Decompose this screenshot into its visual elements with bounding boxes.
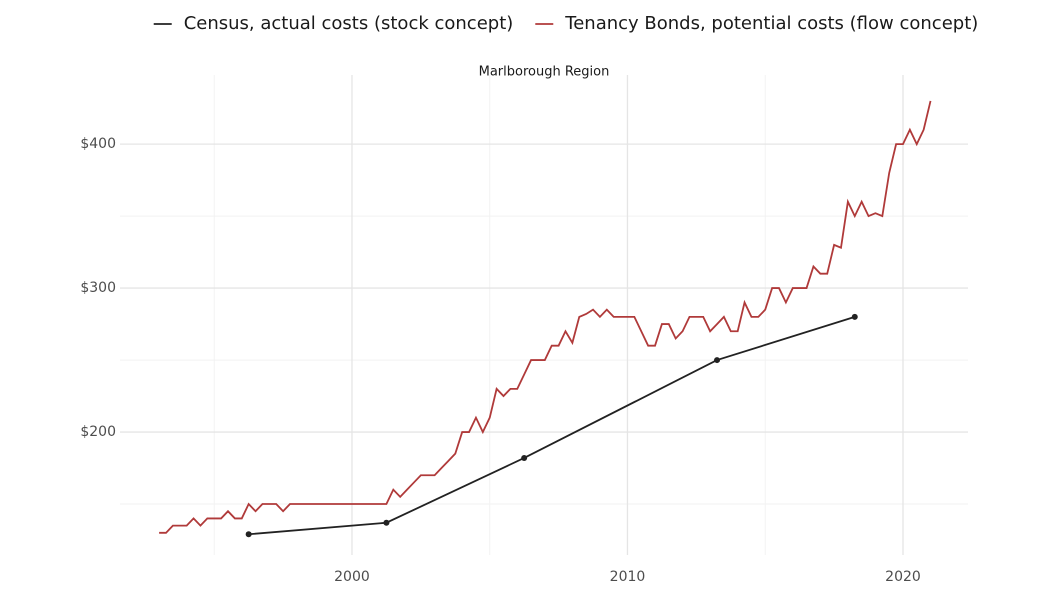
x-tick-label: 2010 <box>610 569 646 585</box>
point <box>383 519 390 526</box>
point <box>851 313 858 320</box>
y-tick-label: $400 <box>80 136 116 152</box>
point <box>245 531 252 538</box>
panel-title: Marlborough Region <box>479 65 610 80</box>
x-tick-label: 2020 <box>885 569 921 585</box>
y-tick-label: $200 <box>80 424 116 440</box>
point <box>521 454 528 461</box>
x-tick-label: 2000 <box>334 569 370 585</box>
legend-label: Census, actual costs (stock concept) <box>184 13 514 34</box>
point <box>714 357 721 364</box>
series-line <box>159 100 932 534</box>
legend-label: Tenancy Bonds, potential costs (flow con… <box>564 13 978 34</box>
series-line <box>248 316 856 536</box>
y-tick-label: $300 <box>80 280 116 296</box>
